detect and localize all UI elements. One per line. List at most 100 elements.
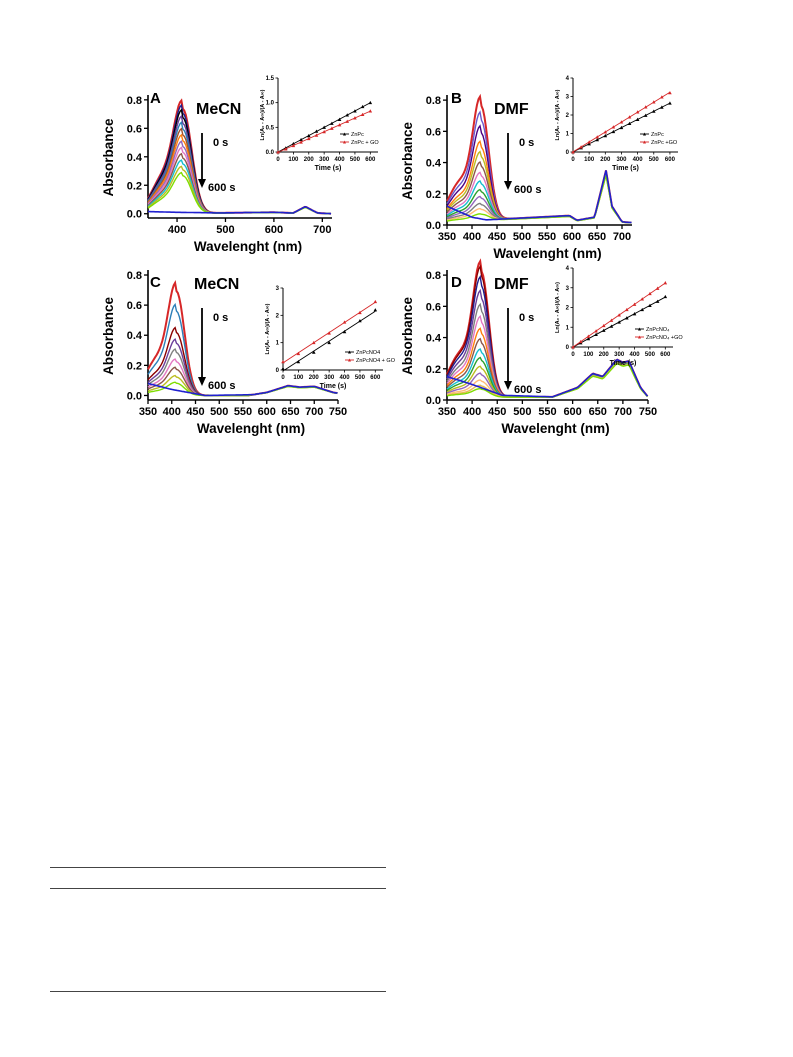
y-tick-label: 0.8 bbox=[426, 95, 441, 107]
inset-data-point bbox=[578, 339, 583, 344]
inset-legend-marker bbox=[643, 132, 646, 136]
inset-y-tick-label: 1 bbox=[566, 132, 570, 138]
inset-data-point bbox=[314, 133, 319, 137]
inset-legend-marker bbox=[638, 335, 641, 339]
x-tick-label: 450 bbox=[488, 406, 506, 418]
inset-legend-label: ZnPcNO₄ +GO bbox=[646, 335, 683, 341]
y-tick-label: 0.8 bbox=[127, 270, 142, 282]
inset-x-axis-label: Time (s) bbox=[612, 165, 639, 172]
x-tick-label: 600 bbox=[265, 224, 283, 236]
inset-x-tick-label: 500 bbox=[645, 352, 656, 358]
inset-data-point bbox=[571, 345, 575, 349]
y-tick-label: 0.0 bbox=[426, 220, 441, 232]
inset-data-point bbox=[655, 299, 660, 303]
arrow-end-label: 600 s bbox=[208, 182, 236, 194]
y-tick-label: 0.0 bbox=[127, 209, 142, 221]
inset-y-tick-label: 1.5 bbox=[266, 76, 275, 82]
inset-data-point bbox=[660, 105, 664, 109]
inset-x-tick-label: 400 bbox=[633, 157, 644, 163]
x-tick-label: 650 bbox=[281, 406, 299, 418]
inset-y-axis-label: Ln(A₀ - A∞)/(A - A∞) bbox=[265, 303, 271, 354]
spectrum-final-line bbox=[446, 170, 632, 224]
inset-data-point bbox=[368, 109, 373, 113]
inset-data-point bbox=[625, 316, 629, 320]
arrow-end-label: 600 s bbox=[514, 184, 542, 196]
inset-data-point bbox=[660, 95, 664, 99]
inset-y-tick-label: 2 bbox=[566, 306, 570, 312]
inset-data-point bbox=[311, 340, 316, 345]
arrow-end-label: 600 s bbox=[514, 384, 542, 396]
inset-data-point bbox=[281, 366, 285, 371]
x-tick-label: 500 bbox=[216, 224, 234, 236]
inset-data-point bbox=[611, 125, 616, 129]
inset-legend-marker bbox=[348, 350, 351, 354]
inset-y-tick-label: 1.0 bbox=[266, 101, 275, 107]
x-axis-label: Wavelenght (nm) bbox=[194, 239, 302, 254]
inset-data-point bbox=[360, 112, 365, 117]
inset-legend-label: ZnPcNO4 + GO bbox=[356, 358, 396, 364]
y-tick-label: 0.0 bbox=[127, 390, 142, 402]
inset-data-point bbox=[663, 281, 668, 285]
inset-data-point bbox=[619, 125, 624, 130]
inset-x-tick-label: 0 bbox=[571, 157, 575, 163]
inset-legend-marker bbox=[343, 140, 346, 144]
inset-x-tick-label: 600 bbox=[665, 157, 676, 163]
figure-panels: 400 500 600 700 0.0 0.2 0.4 0.6 0.8 Wavelenght (n… bbox=[0, 0, 793, 470]
inset-data-point bbox=[306, 133, 311, 138]
inset-y-tick-label: 0.5 bbox=[266, 125, 275, 131]
inset-x-tick-label: 500 bbox=[350, 157, 361, 163]
spectrum-final-line bbox=[148, 206, 332, 215]
inset-y-tick-label: 1 bbox=[566, 325, 570, 331]
inset-data-point bbox=[587, 140, 591, 144]
x-tick-label: 500 bbox=[513, 406, 531, 418]
inset-legend-marker bbox=[343, 132, 346, 136]
spectrum-line bbox=[147, 302, 338, 397]
time-arrow-head bbox=[504, 381, 512, 390]
inset-data-point bbox=[648, 291, 652, 296]
y-tick-label: 0.0 bbox=[426, 395, 441, 407]
arrow-start-label: 0 s bbox=[519, 137, 534, 149]
x-tick-label: 450 bbox=[488, 231, 506, 243]
inset-legend-label: ZnPc bbox=[651, 132, 664, 138]
inset-data-point bbox=[595, 137, 600, 142]
solvent-label: DMF bbox=[494, 276, 529, 293]
spectrum-line bbox=[446, 302, 649, 398]
y-tick-label: 0.2 bbox=[127, 360, 142, 372]
inset-y-tick-label: 0.0 bbox=[266, 150, 275, 156]
panel-letter: D bbox=[451, 274, 462, 291]
spectrum-line bbox=[147, 381, 338, 397]
y-tick-label: 0.2 bbox=[426, 364, 441, 376]
inset-y-tick-label: 3 bbox=[566, 95, 570, 101]
inset-x-tick-label: 400 bbox=[630, 352, 641, 358]
inset-data-point bbox=[276, 150, 280, 154]
inset-data-point bbox=[311, 350, 316, 354]
x-tick-label: 650 bbox=[589, 406, 607, 418]
inset-data-point bbox=[314, 129, 319, 133]
inset-plot: 0 100 200 300 400 500 600 0 1 2 3 4 Time (s) Ln(A₀ - … bbox=[555, 76, 678, 172]
inset-legend-label: ZnPcNO₄ bbox=[646, 327, 670, 333]
inset-data-point bbox=[635, 117, 640, 121]
inset-data-point bbox=[358, 310, 362, 315]
inset-legend-label: ZnPc bbox=[351, 132, 364, 138]
inset-data-point bbox=[330, 126, 334, 130]
inset-data-point bbox=[306, 136, 311, 141]
y-tick-label: 0.4 bbox=[127, 330, 143, 342]
inset-data-point bbox=[627, 121, 632, 126]
inset-x-tick-label: 600 bbox=[370, 375, 381, 381]
x-tick-label: 600 bbox=[563, 231, 581, 243]
spectrum-line bbox=[446, 361, 649, 398]
inset-x-axis-label: Time (s) bbox=[315, 165, 342, 172]
y-tick-label: 0.8 bbox=[127, 95, 142, 107]
y-tick-label: 0.2 bbox=[127, 180, 142, 192]
chart-panel-b: 350 400 450 500 550 600 650 7000.00.20.40.60.8W… bbox=[400, 76, 678, 261]
inset-x-tick-label: 500 bbox=[649, 157, 660, 163]
y-axis-label: Absorbance bbox=[400, 122, 415, 201]
x-tick-label: 400 bbox=[163, 406, 181, 418]
inset-data-point bbox=[299, 137, 303, 142]
inset-y-tick-label: 1 bbox=[276, 341, 280, 347]
x-tick-label: 350 bbox=[438, 231, 456, 243]
y-tick-label: 0.6 bbox=[127, 300, 142, 312]
inset-x-tick-label: 100 bbox=[583, 352, 594, 358]
spectrum-line bbox=[446, 258, 649, 398]
y-axis-label: Absorbance bbox=[400, 297, 415, 376]
